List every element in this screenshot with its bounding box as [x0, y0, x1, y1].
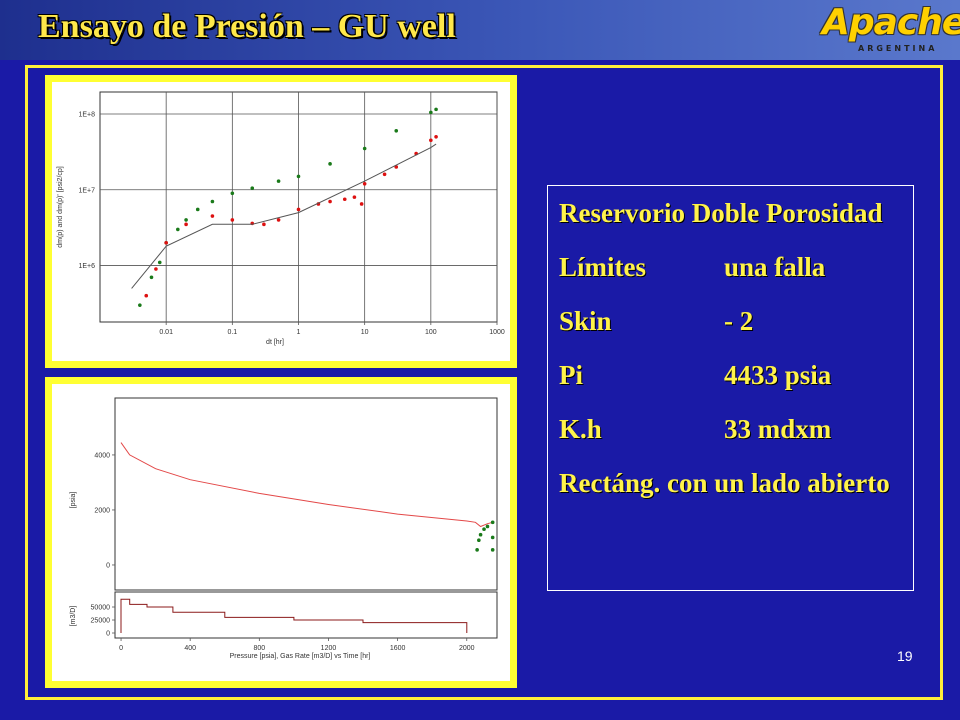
data-point: [434, 134, 438, 139]
item-value: una falla: [724, 252, 826, 282]
data-point: [362, 146, 367, 151]
item-label: Pi: [559, 360, 583, 390]
y-axis-label: [m3/D]: [70, 606, 77, 627]
x-tick-label: 1600: [390, 645, 406, 652]
x-tick-label: 0: [119, 645, 123, 652]
header-band: [0, 0, 960, 60]
data-point: [144, 293, 149, 298]
y-tick-label: 4000: [94, 452, 110, 459]
text-item: Pi 4433 psia: [559, 359, 902, 391]
y-axis-label: dm(p) and dm(p)' [psi2/cp]: [57, 166, 64, 248]
slide-title: Ensayo de Presión – GU well: [38, 8, 456, 45]
data-point: [490, 535, 495, 540]
y-tick-label: 25000: [91, 618, 111, 625]
data-point: [276, 218, 281, 222]
data-line: [120, 442, 493, 528]
image-background: [52, 82, 510, 361]
data-point: [490, 548, 495, 552]
x-tick-label: 100: [425, 329, 437, 336]
data-point: [250, 186, 255, 190]
data-point: [296, 207, 301, 212]
data-point: [382, 172, 387, 177]
y-tick-label: 50000: [91, 605, 111, 612]
data-point: [359, 202, 364, 206]
y-tick-label: 0: [106, 562, 110, 569]
content-frame: [25, 65, 943, 700]
data-point: [328, 199, 332, 204]
data-point: [164, 240, 168, 245]
y-tick-label: 1E+7: [78, 187, 95, 194]
data-point: [328, 162, 332, 166]
data-point: [276, 179, 281, 183]
data-line: [120, 598, 468, 633]
data-point: [195, 207, 200, 212]
data-point: [184, 218, 188, 222]
x-tick-label: 800: [253, 645, 265, 652]
text-item: Reservorio Doble Porosidad: [559, 197, 902, 229]
text-item: Rectáng. con un lado abierto: [559, 467, 902, 499]
item-value: 33 mdxm: [724, 414, 832, 444]
item-label: Reservorio Doble Porosidad: [559, 198, 883, 228]
data-point: [362, 181, 367, 186]
data-line: [131, 143, 437, 289]
x-tick-label: 0.1: [227, 329, 237, 336]
y-tick-label: 1E+8: [78, 111, 95, 118]
data-point: [477, 538, 481, 543]
item-label: K.h: [559, 414, 602, 444]
data-point: [429, 138, 433, 143]
data-point: [296, 174, 301, 179]
data-point: [342, 197, 347, 202]
x-axis-label: dt [hr]: [266, 339, 284, 346]
plot-frame: [114, 397, 498, 591]
x-axis-label: Pressure [psia], Gas Rate [m3/D] vs Time…: [230, 653, 371, 660]
data-point: [230, 218, 235, 222]
page-number: 19: [897, 648, 913, 664]
logo-subtitle: ARGENTINA: [858, 44, 938, 53]
data-point: [157, 260, 162, 265]
item-value: - 2: [724, 306, 754, 336]
x-tick-label: 0.01: [159, 329, 173, 336]
data-point: [149, 275, 154, 280]
data-point: [478, 532, 483, 537]
data-point: [482, 527, 486, 532]
data-point: [230, 191, 235, 196]
x-tick-label: 400: [184, 645, 196, 652]
plot-frame: [114, 591, 498, 639]
data-point: [210, 199, 215, 204]
item-value: 4433 psia: [724, 360, 832, 390]
data-point: [176, 227, 180, 232]
text-item: Límites una falla: [559, 251, 902, 283]
x-tick-label: 2000: [459, 645, 475, 652]
text-item: Skin - 2: [559, 305, 902, 337]
data-point: [210, 214, 215, 218]
x-tick-label: 1: [297, 329, 301, 336]
data-point: [434, 107, 438, 112]
data-point: [490, 520, 495, 525]
logo: Apache: [822, 2, 960, 43]
x-tick-label: 1000: [489, 329, 505, 336]
data-point: [154, 267, 158, 271]
x-tick-label: 1200: [321, 645, 337, 652]
x-tick-label: 10: [361, 329, 369, 336]
data-point: [475, 548, 479, 552]
item-label: Límites: [559, 252, 646, 282]
item-label: Rectáng. con un lado abierto: [559, 468, 890, 498]
data-point: [352, 195, 357, 199]
data-point: [138, 303, 142, 307]
y-tick-label: 0: [106, 631, 110, 638]
data-point: [394, 128, 399, 133]
data-point: [429, 110, 433, 115]
y-tick-label: 2000: [94, 507, 110, 514]
data-point: [262, 222, 266, 227]
image-background: [52, 384, 510, 681]
y-tick-label: 1E+6: [78, 263, 95, 270]
y-axis-label: [psia]: [70, 492, 77, 509]
text-box: Reservorio Doble Porosidad Límites una fa…: [547, 185, 914, 591]
item-label: Skin: [559, 306, 612, 336]
data-point: [485, 524, 490, 529]
data-point: [184, 222, 188, 227]
text-item: K.h 33 mdxm: [559, 413, 902, 445]
